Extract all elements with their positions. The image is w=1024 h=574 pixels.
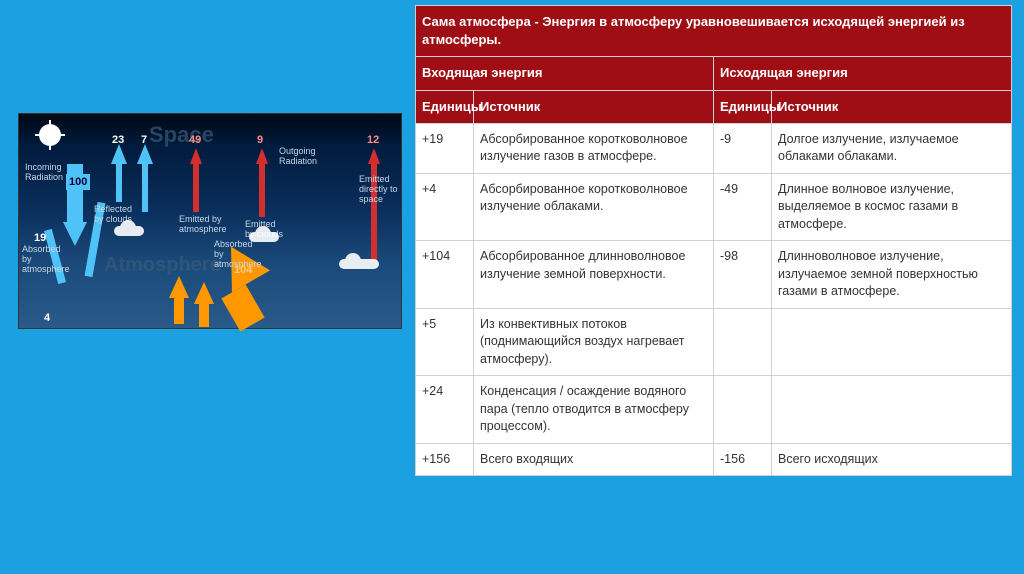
- cell-s1: Всего входящих: [474, 443, 714, 476]
- cell-s2: Всего исходящих: [772, 443, 1012, 476]
- col-units-in: Единицы: [416, 90, 474, 123]
- col-source-in: Источник: [474, 90, 714, 123]
- cell-u1: +5: [416, 308, 474, 376]
- sun-icon: [41, 126, 59, 144]
- cell-s2: Длинноволновое излучение, излучаемое зем…: [772, 241, 1012, 309]
- num-9: 9: [257, 134, 263, 146]
- table-row: +4 Абсорбированное коротковолновое излуч…: [416, 173, 1012, 241]
- orange2-head: [169, 276, 189, 298]
- blue-arrow-shaft: [67, 164, 83, 224]
- table-row: +19 Абсорбированное коротковолновое излу…: [416, 123, 1012, 173]
- orange3-head: [194, 282, 214, 304]
- table-title: Сама атмосфера - Энергия в атмосферу ура…: [416, 6, 1012, 57]
- cell-s2: [772, 308, 1012, 376]
- red2-shaft: [259, 162, 265, 217]
- cell-u2: [714, 308, 772, 376]
- cell-s1: Абсорбированное длинноволновое излучение…: [474, 241, 714, 309]
- cell-u1: +4: [416, 173, 474, 241]
- cell-s1: Абсорбированное коротковолновое излучени…: [474, 173, 714, 241]
- incoming-label: Incoming Radiation: [25, 162, 65, 182]
- cell-u1: +24: [416, 376, 474, 444]
- energy-diagram: Space Atmosphere Incoming Radiation 100 …: [18, 113, 402, 329]
- blue-up1-shaft: [116, 162, 122, 202]
- outgoing-label: Outgoing Radiation: [279, 146, 349, 166]
- table-row: +156 Всего входящих -156 Всего исходящих: [416, 443, 1012, 476]
- cell-s1: Конденсация / осаждение водяного пара (т…: [474, 376, 714, 444]
- cell-u1: +104: [416, 241, 474, 309]
- cell-s1: Абсорбированное коротковолновое излучени…: [474, 123, 714, 173]
- blue-up2-shaft: [142, 162, 148, 212]
- blue-arrow-head: [63, 222, 87, 246]
- orange-big-shaft: [221, 285, 264, 332]
- cell-u2: [714, 376, 772, 444]
- cell-s2: Долгое излучение, излучаемое облаками об…: [772, 123, 1012, 173]
- blue-up2: [137, 144, 153, 164]
- col-incoming: Входящая энергия: [416, 57, 714, 90]
- num-100: 100: [66, 174, 90, 190]
- atmosphere-label: Atmosphere: [104, 254, 221, 277]
- num-23: 23: [112, 134, 124, 146]
- cell-u2: -9: [714, 123, 772, 173]
- num-104: 104: [234, 264, 252, 276]
- cloud3: [339, 259, 379, 269]
- cell-u2: -156: [714, 443, 772, 476]
- emitted-space-label: Emitted directly to space: [359, 174, 401, 204]
- col-outgoing: Исходящая энергия: [714, 57, 1012, 90]
- energy-table: Сама атмосфера - Энергия в атмосферу ура…: [415, 5, 1012, 476]
- cloud1: [114, 226, 144, 236]
- cell-u1: +19: [416, 123, 474, 173]
- num-12: 12: [367, 134, 379, 146]
- red1-shaft: [193, 162, 199, 212]
- emitted-atm-label: Emitted by atmosphere: [179, 214, 229, 234]
- cell-u2: -49: [714, 173, 772, 241]
- table-row: +5 Из конвективных потоков (поднимающийс…: [416, 308, 1012, 376]
- space-label: Space: [149, 122, 214, 148]
- cell-s2: [772, 376, 1012, 444]
- col-units-out: Единицы: [714, 90, 772, 123]
- col-source-out: Источник: [772, 90, 1012, 123]
- orange2-shaft: [174, 294, 184, 324]
- red2-head: [256, 148, 268, 164]
- num-49: 49: [189, 134, 201, 146]
- cloud2: [249, 232, 279, 242]
- num-19: 19: [34, 232, 46, 244]
- red3-head: [368, 148, 380, 164]
- red1-head: [190, 148, 202, 164]
- table-row: +104 Абсорбированное длинноволновое излу…: [416, 241, 1012, 309]
- num-7: 7: [141, 134, 147, 146]
- cell-s1: Из конвективных потоков (поднимающийся в…: [474, 308, 714, 376]
- cell-u1: +156: [416, 443, 474, 476]
- cell-s2: Длинное волновое излучение, выделяемое в…: [772, 173, 1012, 241]
- blue-up1: [111, 144, 127, 164]
- cell-u2: -98: [714, 241, 772, 309]
- table-row: +24 Конденсация / осаждение водяного пар…: [416, 376, 1012, 444]
- absorbed-label: Absorbed by atmosphere: [22, 244, 70, 274]
- num-4: 4: [44, 312, 50, 324]
